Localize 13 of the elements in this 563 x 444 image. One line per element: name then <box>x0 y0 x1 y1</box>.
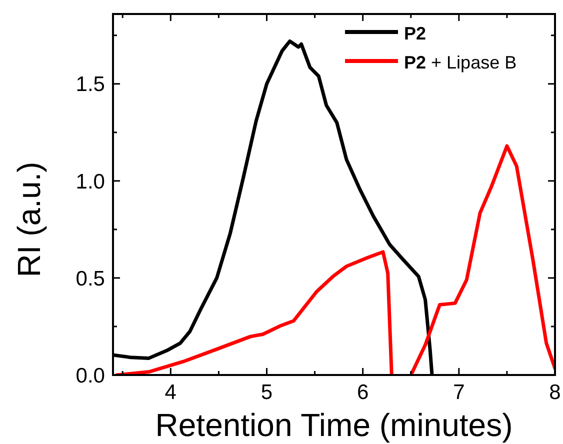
y-axis-title: RI (a.u.) <box>11 162 47 278</box>
x-axis-title: Retention Time (minutes) <box>155 407 513 443</box>
x-tick-label: 7 <box>453 381 465 404</box>
y-tick-label: 1.5 <box>76 73 105 96</box>
x-tick-label: 8 <box>549 381 561 404</box>
legend-label: P2 <box>404 23 426 44</box>
legend-label: P2 + Lipase B <box>404 52 517 72</box>
y-tick-label: 0.5 <box>76 267 105 290</box>
y-tick-label: 1.0 <box>76 170 105 194</box>
x-tick-label: 5 <box>260 381 273 404</box>
x-tick-label: 6 <box>356 381 369 404</box>
x-tick-label: 4 <box>164 381 177 404</box>
y-tick-label: 0.0 <box>76 364 105 388</box>
